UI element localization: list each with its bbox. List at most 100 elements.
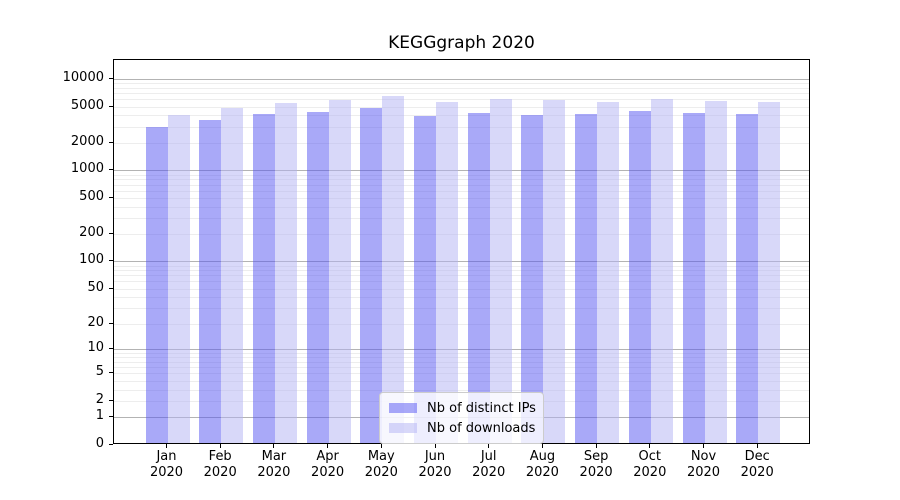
x-tick-label-oct: Oct 2020 [633, 449, 667, 480]
legend-swatch-distinct-ips [389, 403, 417, 413]
gridline-major [114, 170, 809, 172]
x-tick-label-jul: Jul 2020 [472, 449, 506, 480]
x-tick-label-apr: Apr 2020 [311, 449, 345, 480]
gridline-minor [114, 197, 809, 199]
x-tick-label-mar: Mar 2020 [257, 449, 291, 480]
bar-mar-distinct-ips [252, 114, 275, 443]
gridline-minor [114, 357, 809, 359]
gridline-minor [114, 126, 809, 128]
x-tick-label-may: May 2020 [364, 449, 398, 480]
gridline-minor [114, 174, 809, 176]
bar-jan-distinct-ips [145, 127, 168, 443]
bar-may-distinct-ips [360, 108, 383, 443]
bar-nov-distinct-ips [682, 113, 705, 443]
gridline-minor [114, 206, 809, 208]
gridline-minor [114, 270, 809, 272]
y-tick-label: 5 [95, 364, 104, 380]
legend-label-downloads: Nb of downloads [427, 420, 536, 436]
bar-sep-downloads [597, 101, 620, 443]
gridline-minor [114, 297, 809, 299]
legend-item-distinct-ips: Nb of distinct IPs [389, 398, 536, 418]
legend-label-distinct-ips: Nb of distinct IPs [427, 400, 536, 416]
bar-sep-distinct-ips [575, 113, 598, 443]
x-tick-label-nov: Nov 2020 [686, 449, 721, 480]
bars-layer [114, 60, 809, 443]
legend-item-downloads: Nb of downloads [389, 418, 536, 438]
y-tick [109, 169, 113, 171]
gridline-minor [114, 87, 809, 89]
y-tick [109, 399, 113, 401]
gridline-minor [114, 93, 809, 95]
x-tick [649, 444, 651, 448]
y-tick-label: 5000 [70, 97, 104, 113]
y-tick [109, 348, 113, 350]
bar-aug-downloads [543, 100, 566, 443]
bar-dec-downloads [758, 102, 781, 443]
x-tick [541, 444, 543, 448]
x-tick [166, 444, 167, 448]
legend: Nb of distinct IPs Nb of downloads [379, 392, 544, 444]
x-tick-label-jan: Jan 2020 [149, 449, 184, 480]
x-tick [380, 444, 382, 448]
gridline-minor [114, 367, 809, 369]
y-tick [109, 443, 113, 445]
gridline-minor [114, 115, 809, 117]
y-tick-label: 1 [95, 408, 104, 423]
gridline-minor [114, 281, 809, 283]
gridline-minor [114, 323, 809, 325]
bar-feb-distinct-ips [199, 120, 222, 443]
y-tick-label: 10 [87, 340, 104, 356]
x-tick [488, 444, 490, 448]
bar-jan-downloads [167, 114, 190, 443]
gridline-major [114, 79, 809, 81]
gridline-minor [114, 265, 809, 267]
bar-jul-distinct-ips [467, 113, 490, 443]
x-tick [756, 444, 758, 448]
y-tick [109, 260, 113, 262]
x-tick-label-dec: Dec 2020 [740, 449, 774, 480]
bar-oct-distinct-ips [628, 111, 651, 443]
bar-apr-distinct-ips [306, 112, 329, 443]
gridline-minor [114, 142, 809, 144]
x-tick-label-aug: Aug 2020 [525, 449, 559, 480]
legend-swatch-downloads [389, 423, 417, 433]
y-tick [109, 322, 113, 324]
bar-nov-downloads [704, 101, 727, 443]
x-tick-label-jun: Jun 2020 [418, 449, 452, 480]
y-tick-label: 500 [79, 188, 104, 204]
y-tick [109, 196, 113, 198]
y-tick [109, 233, 113, 235]
bar-dec-distinct-ips [736, 114, 759, 443]
y-tick-label: 2 [95, 391, 104, 407]
chart-title: KEGGgraph 2020 [388, 33, 535, 53]
y-tick-label: 100 [79, 252, 104, 268]
gridlines-layer [114, 60, 809, 443]
bar-oct-downloads [650, 98, 673, 443]
y-tick [109, 141, 113, 143]
x-tick [273, 444, 275, 448]
bar-feb-downloads [221, 107, 244, 443]
gridline-minor [114, 353, 809, 355]
bar-jun-distinct-ips [414, 115, 436, 443]
gridline-minor [114, 190, 809, 192]
gridline-minor [114, 106, 809, 108]
gridline-minor [114, 179, 809, 181]
bar-may-downloads [382, 95, 405, 443]
y-tick [109, 105, 113, 107]
y-tick-label: 20 [87, 314, 104, 330]
y-tick-label: 1000 [70, 161, 104, 177]
plot-area [113, 59, 810, 444]
gridline-minor [114, 184, 809, 186]
x-tick [434, 444, 436, 448]
gridline-minor [114, 373, 809, 375]
gridline-minor [114, 288, 809, 290]
x-tick [703, 444, 704, 448]
y-tick-label: 200 [79, 225, 104, 241]
x-tick [595, 444, 597, 448]
x-tick-label-feb: Feb 2020 [203, 449, 237, 480]
gridline-minor [114, 275, 809, 277]
y-tick-label: 10000 [62, 70, 104, 86]
gridline-minor [114, 362, 809, 363]
y-tick [109, 78, 113, 80]
